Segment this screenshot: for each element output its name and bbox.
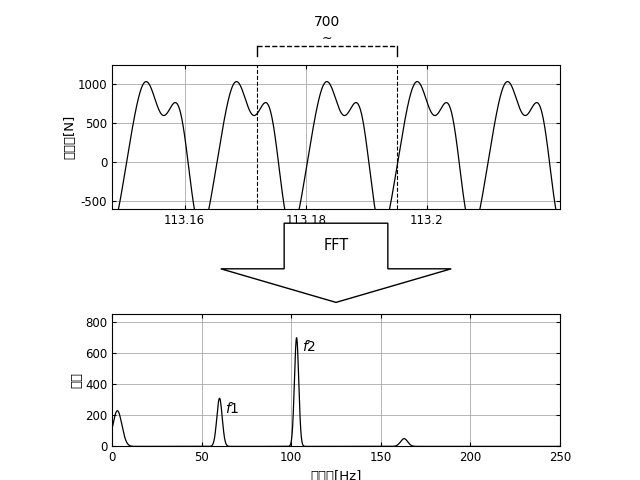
Y-axis label: 振幅: 振幅 [70, 372, 83, 388]
Text: $f1$: $f1$ [225, 401, 239, 416]
X-axis label: 時間[s]: 時間[s] [319, 232, 353, 245]
Polygon shape [221, 223, 451, 302]
Text: $f2$: $f2$ [302, 339, 316, 354]
Text: ∼: ∼ [322, 32, 332, 45]
Text: FFT: FFT [323, 239, 349, 253]
Text: 700: 700 [314, 15, 340, 29]
X-axis label: 周波数[Hz]: 周波数[Hz] [310, 470, 362, 480]
Y-axis label: 切削力[N]: 切削力[N] [63, 115, 76, 159]
